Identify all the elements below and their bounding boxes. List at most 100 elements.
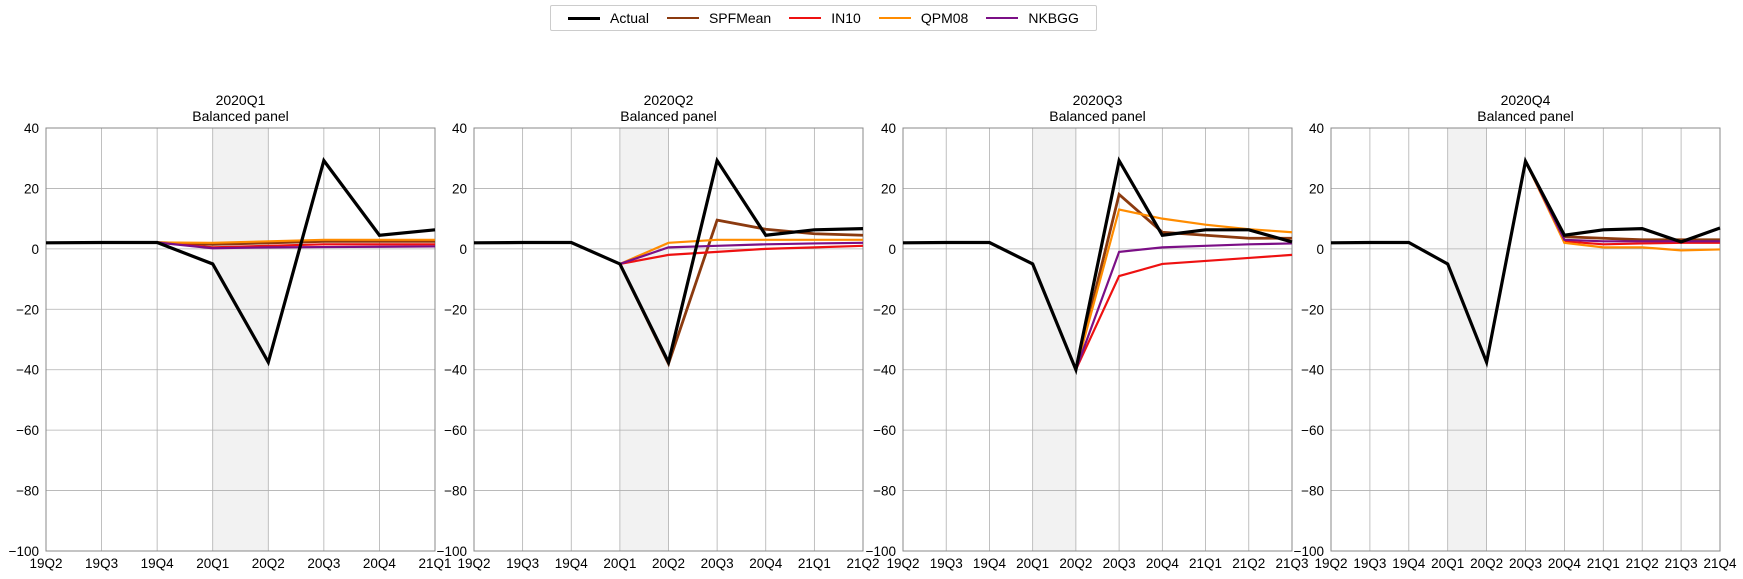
panel-title: 2020Q4 xyxy=(1501,92,1551,108)
axes-frame xyxy=(45,127,436,552)
x-tick-label: 19Q2 xyxy=(1314,556,1347,571)
x-tick-label: 20Q4 xyxy=(749,556,783,571)
legend-label: QPM08 xyxy=(920,10,969,26)
x-tick-label: 20Q1 xyxy=(1016,556,1049,571)
panel-title: 2020Q2 xyxy=(644,92,694,108)
panel-title: 2020Q1 xyxy=(216,92,266,108)
y-tick-label: −100 xyxy=(1294,544,1324,559)
series-line-qpm08 xyxy=(1524,160,1721,252)
x-tick-label: 19Q4 xyxy=(141,556,175,571)
x-tick-label: 21Q1 xyxy=(1189,556,1222,571)
x-tick-label: 20Q3 xyxy=(1509,556,1542,571)
x-tick-label: 20Q2 xyxy=(1470,556,1503,571)
legend-label: NKBGG xyxy=(1028,10,1079,26)
series-line-in10 xyxy=(1074,253,1293,371)
x-tick-label: 19Q2 xyxy=(457,556,490,571)
y-tick-label: 40 xyxy=(24,121,39,136)
y-tick-label: −60 xyxy=(444,423,467,438)
y-tick-label: 0 xyxy=(31,242,39,257)
y-tick-label: 20 xyxy=(452,181,467,196)
y-tick-label: −40 xyxy=(16,363,39,378)
x-tick-label: 19Q3 xyxy=(930,556,963,571)
x-tick-label: 21Q1 xyxy=(1587,556,1620,571)
panel-subtitle: Balanced panel xyxy=(620,108,717,124)
axes-frame xyxy=(1330,127,1721,552)
legend-item-qpm08: QPM08 xyxy=(878,10,969,26)
axes-frame xyxy=(473,127,864,552)
y-tick-label: 20 xyxy=(881,181,896,196)
y-tick-label: 0 xyxy=(459,242,467,257)
x-tick-label: 19Q4 xyxy=(973,556,1007,571)
shaded-region xyxy=(212,128,269,551)
series-line-qpm08 xyxy=(157,238,435,244)
panel-subtitle: Balanced panel xyxy=(1049,108,1146,124)
y-tick-label: −100 xyxy=(9,544,39,559)
series-line-nkbgg xyxy=(157,241,436,250)
x-tick-label: 21Q3 xyxy=(1665,556,1698,571)
x-tick-label: 19Q2 xyxy=(886,556,919,571)
panel-subtitle: Balanced panel xyxy=(1477,108,1574,124)
series-line-actual xyxy=(45,157,436,367)
y-tick-label: −80 xyxy=(16,484,39,499)
series-line-nkbgg xyxy=(1524,160,1720,243)
x-tick-label: 20Q2 xyxy=(252,556,285,571)
y-tick-label: −100 xyxy=(437,544,467,559)
shaded-region xyxy=(1032,128,1076,551)
y-tick-label: −100 xyxy=(866,544,896,559)
x-tick-label: 21Q3 xyxy=(1275,556,1308,571)
y-tick-label: 40 xyxy=(452,121,467,136)
series-line-nkbgg xyxy=(619,241,864,266)
y-tick-label: 0 xyxy=(1316,242,1324,257)
x-tick-label: 21Q2 xyxy=(1626,556,1659,571)
panel-subtitle: Balanced panel xyxy=(192,108,289,124)
x-tick-label: 19Q3 xyxy=(1353,556,1386,571)
x-tick-label: 20Q1 xyxy=(1431,556,1464,571)
y-tick-label: −60 xyxy=(1301,423,1324,438)
legend-swatch xyxy=(568,16,601,20)
y-tick-label: −20 xyxy=(16,302,39,317)
x-tick-label: 20Q4 xyxy=(363,556,397,571)
legend-item-nkbgg: NKBGG xyxy=(986,10,1079,26)
y-tick-label: −60 xyxy=(873,423,896,438)
y-tick-label: 20 xyxy=(1309,181,1324,196)
y-tick-label: −20 xyxy=(1301,302,1324,317)
y-tick-label: −20 xyxy=(873,302,896,317)
y-tick-label: −80 xyxy=(444,484,467,499)
y-tick-label: −40 xyxy=(1301,363,1324,378)
y-tick-label: 40 xyxy=(1309,121,1324,136)
series-line-spfmean xyxy=(157,239,435,246)
x-tick-label: 20Q1 xyxy=(603,556,636,571)
series-line-in10 xyxy=(619,244,864,266)
series-line-qpm08 xyxy=(619,238,863,265)
series-line-qpm08 xyxy=(1074,208,1293,371)
y-tick-label: −80 xyxy=(1301,484,1324,499)
legend-swatch xyxy=(986,17,1019,19)
series-line-actual xyxy=(473,156,864,367)
x-tick-label: 21Q4 xyxy=(1703,556,1737,571)
y-tick-label: 0 xyxy=(888,242,896,257)
x-tick-label: 21Q1 xyxy=(798,556,831,571)
x-tick-label: 19Q3 xyxy=(85,556,118,571)
y-tick-label: 40 xyxy=(881,121,896,136)
legend-item-in10: IN10 xyxy=(789,10,861,26)
legend-label: IN10 xyxy=(831,10,861,26)
x-tick-label: 19Q2 xyxy=(29,556,62,571)
x-tick-label: 21Q2 xyxy=(1232,556,1265,571)
legend-item-actual: Actual xyxy=(568,10,649,26)
axes-frame xyxy=(902,127,1293,552)
series-line-in10 xyxy=(1524,160,1720,246)
legend-swatch xyxy=(666,17,699,19)
legend-label: SPFMean xyxy=(708,10,772,26)
y-tick-label: −60 xyxy=(16,423,39,438)
y-tick-label: 20 xyxy=(24,181,39,196)
legend-swatch xyxy=(878,17,911,19)
series-line-nkbgg xyxy=(1074,242,1293,371)
y-tick-label: −20 xyxy=(444,302,467,317)
x-tick-label: 19Q4 xyxy=(1392,556,1426,571)
x-tick-label: 20Q4 xyxy=(1548,556,1582,571)
y-tick-label: −40 xyxy=(873,363,896,378)
x-tick-label: 20Q2 xyxy=(1059,556,1092,571)
x-tick-label: 20Q4 xyxy=(1146,556,1180,571)
x-tick-label: 20Q3 xyxy=(1103,556,1136,571)
